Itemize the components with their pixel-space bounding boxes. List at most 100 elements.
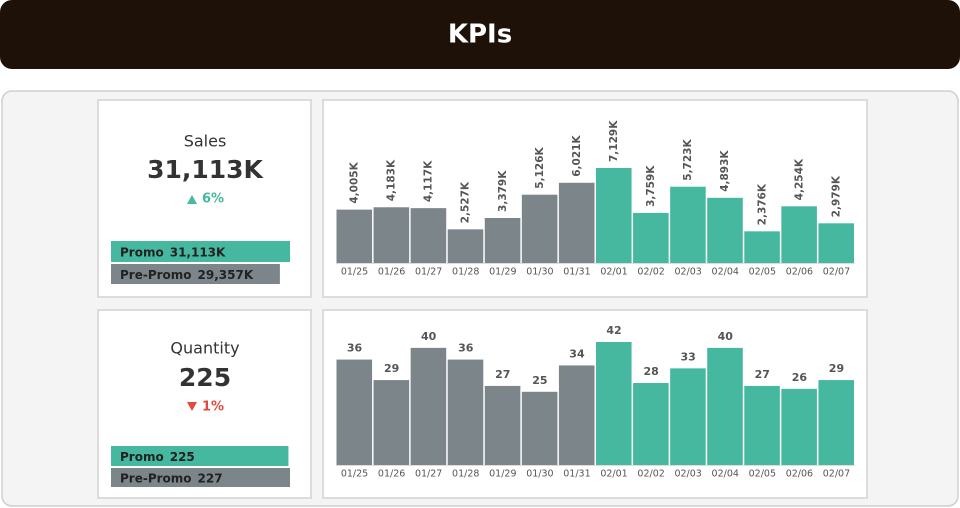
data-label: 5,126K — [534, 146, 546, 188]
bar — [336, 209, 373, 263]
x-tick-label: 01/29 — [489, 469, 516, 480]
change-arrow — [187, 195, 197, 204]
bar — [633, 383, 669, 465]
x-tick-label: 02/04 — [712, 469, 739, 480]
comparison-bar — [111, 264, 280, 284]
x-tick-label: 01/31 — [563, 469, 590, 480]
data-label: 36 — [347, 342, 363, 355]
comparison-label: Promo 225 — [120, 450, 195, 464]
x-tick-label: 02/07 — [823, 469, 850, 480]
bar — [484, 217, 521, 263]
comparison-label: Pre-Promo 29,357K — [120, 268, 254, 282]
x-tick-label: 02/04 — [712, 267, 739, 278]
x-tick-label: 02/02 — [637, 469, 664, 480]
data-label: 40 — [421, 330, 437, 343]
data-label: 7,129K — [608, 120, 620, 162]
bar — [558, 182, 595, 263]
header-bar — [0, 0, 960, 69]
data-label: 2,527K — [460, 181, 472, 223]
comparison-name: Pre-Promo — [120, 471, 192, 485]
x-tick-label: 02/05 — [749, 469, 776, 480]
data-label: 29 — [384, 362, 399, 375]
data-label: 4,005K — [349, 161, 361, 203]
kpi-value: 225 — [179, 363, 231, 392]
data-label: 40 — [718, 330, 734, 343]
x-tick-label: 02/02 — [637, 267, 664, 278]
chart-card — [322, 99, 868, 298]
bar — [744, 231, 780, 263]
data-label: 4,893K — [719, 150, 731, 192]
x-tick-label: 01/29 — [489, 267, 516, 278]
change-arrow — [187, 402, 197, 411]
x-tick-label: 01/31 — [563, 267, 590, 278]
x-tick-label: 01/27 — [415, 469, 442, 480]
data-label: 33 — [681, 350, 696, 363]
kpi-card — [97, 309, 312, 499]
comparison-bar — [111, 468, 290, 487]
data-label: 2,979K — [830, 175, 842, 217]
comparison-value: 31,113K — [170, 245, 226, 259]
bar — [410, 347, 447, 465]
comparison-bar — [111, 241, 290, 262]
bar — [818, 223, 854, 263]
data-label: 34 — [569, 347, 585, 360]
bar — [558, 365, 595, 465]
bar — [670, 368, 706, 465]
data-label: 4,183K — [386, 159, 398, 201]
x-tick-label: 02/06 — [786, 469, 813, 480]
comparison-name: Promo — [120, 245, 164, 259]
kpi-title: Quantity — [170, 339, 239, 358]
x-tick-label: 02/03 — [674, 469, 701, 480]
data-label: 6,021K — [571, 135, 583, 177]
data-label: 4,117K — [423, 160, 435, 202]
comparison-bar — [111, 446, 289, 466]
comparison-label: Promo 31,113K — [120, 245, 226, 259]
bar — [707, 197, 743, 263]
x-tick-label: 01/28 — [452, 267, 479, 278]
data-label: 27 — [495, 368, 510, 381]
x-tick-label: 01/26 — [378, 469, 405, 480]
comparison-value: 227 — [198, 471, 223, 485]
bar — [447, 229, 484, 263]
bar — [521, 194, 558, 263]
x-tick-label: 02/03 — [674, 267, 701, 278]
data-label: 42 — [606, 324, 621, 337]
x-tick-label: 01/25 — [341, 469, 368, 480]
bar — [670, 186, 706, 263]
x-tick-label: 02/01 — [600, 267, 627, 278]
comparison-value: 29,357K — [198, 268, 254, 282]
bar — [596, 168, 632, 263]
comparison-value: 225 — [170, 450, 195, 464]
bar — [373, 380, 410, 465]
bar — [633, 212, 669, 263]
data-label: 27 — [755, 368, 770, 381]
bar — [781, 206, 817, 263]
x-tick-label: 02/01 — [600, 469, 627, 480]
comparison-label: Pre-Promo 227 — [120, 471, 223, 485]
bar — [521, 391, 558, 465]
x-tick-label: 01/30 — [526, 469, 553, 480]
data-label: 4,254K — [793, 158, 805, 200]
data-label: 3,379K — [497, 170, 509, 212]
x-tick-label: 01/30 — [526, 267, 553, 278]
kpi-value: 31,113K — [147, 155, 264, 184]
comparison-name: Pre-Promo — [120, 268, 192, 282]
header-title: KPIs — [448, 20, 512, 50]
data-label: 26 — [792, 371, 808, 384]
data-label: 3,759K — [645, 165, 657, 207]
bar — [373, 207, 410, 263]
data-label: 28 — [643, 365, 658, 378]
comparison-name: Promo — [120, 450, 164, 464]
kpi-title: Sales — [184, 132, 227, 151]
bar — [447, 359, 484, 465]
x-tick-label: 02/06 — [786, 267, 813, 278]
bar — [484, 385, 521, 465]
x-tick-label: 02/07 — [823, 267, 850, 278]
data-label: 2,376K — [756, 183, 768, 225]
x-tick-label: 01/27 — [415, 267, 442, 278]
bar — [744, 385, 780, 465]
kpi-change: 6% — [202, 192, 224, 207]
x-tick-label: 01/25 — [341, 267, 368, 278]
data-label: 36 — [458, 342, 474, 355]
